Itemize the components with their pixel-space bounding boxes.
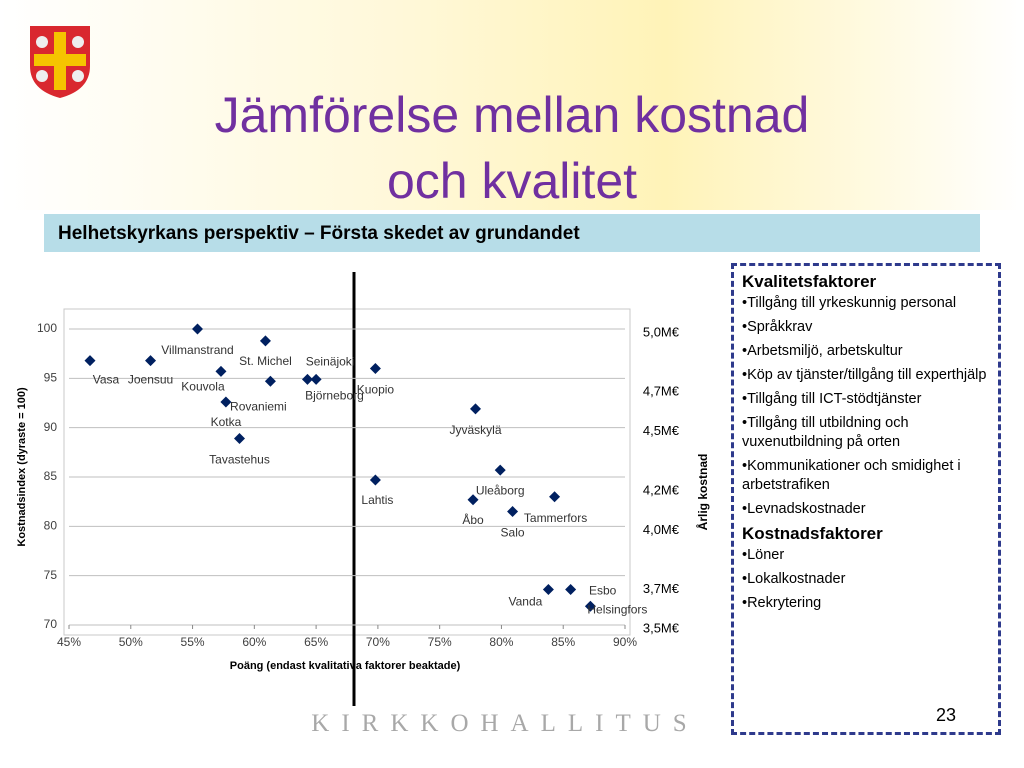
x-tick-label: 90% <box>613 635 637 649</box>
y2-tick-label: 4,5M€ <box>643 423 680 438</box>
point-label: Villmanstrand <box>161 343 233 357</box>
point-label: Kotka <box>211 415 242 429</box>
point <box>369 474 381 486</box>
subtitle: Helhetskyrkans perspektiv – Första skede… <box>44 214 980 252</box>
page-number: 23 <box>936 705 957 725</box>
bullet-item: •Kommunikationer och smidighet i arbetst… <box>742 458 961 493</box>
point <box>264 375 276 387</box>
point-label: Vanda <box>508 595 542 609</box>
point <box>310 373 322 385</box>
bullet-item: •Arbetsmiljö, arbetskultur <box>742 343 903 359</box>
y-tick-label: 80 <box>44 519 58 533</box>
point-label: Joensuu <box>128 373 173 387</box>
point-label: Jyväskylä <box>449 423 501 437</box>
point-label: Kuopio <box>357 383 395 397</box>
point <box>259 335 271 347</box>
y-tick-label: 100 <box>37 321 57 335</box>
point-label: Salo <box>501 526 525 540</box>
point <box>469 403 481 415</box>
y-axis-label: Kostnadsindex (dyraste = 100) <box>16 387 28 547</box>
bullet-item: •Tillgång till ICT-stödtjänster <box>742 391 922 407</box>
point-label: Åbo <box>462 512 484 527</box>
logo <box>30 26 90 98</box>
y2-tick-label: 4,2M€ <box>643 482 680 497</box>
point <box>234 433 246 445</box>
point <box>84 355 96 367</box>
point <box>467 494 479 506</box>
y-tick-label: 85 <box>44 469 58 483</box>
brand: KIRKKOHALLITUS <box>311 710 699 737</box>
y2-tick-label: 3,7M€ <box>643 581 680 596</box>
x-tick-label: 45% <box>57 635 81 649</box>
point-label: Tammerfors <box>524 511 587 525</box>
point <box>215 365 227 377</box>
point <box>191 323 203 335</box>
point-label: St. Michel <box>239 354 292 368</box>
plot-frame <box>63 308 631 636</box>
bullet-item: •Tillgång till utbildning och vuxenutbil… <box>742 415 909 450</box>
x-tick-label: 55% <box>181 635 205 649</box>
point-label: Vasa <box>93 373 120 387</box>
y2-axis-label: Årlig kostnad <box>695 454 710 531</box>
point-label: Tavastehus <box>209 453 270 467</box>
x-tick-label: 70% <box>366 635 390 649</box>
y2-tick-label: 5,0M€ <box>643 324 680 339</box>
bullet-item: •Språkkrav <box>742 319 813 335</box>
title: Jämförelse mellan kostnad och kvalitet <box>0 82 1024 214</box>
point-label: Helsingfors <box>587 602 647 616</box>
x-tick-label: 50% <box>119 635 143 649</box>
point <box>549 491 561 503</box>
y2-tick-label: 3,5M€ <box>643 620 680 635</box>
point-label: Esbo <box>589 584 617 598</box>
point <box>542 583 554 595</box>
point-label: Uleåborg <box>476 483 525 497</box>
bullet-item: •Tillgång till yrkeskunnig personal <box>742 295 957 311</box>
title-line: Jämförelse mellan kostnad <box>214 87 810 143</box>
x-tick-label: 60% <box>242 635 266 649</box>
point-label: Rovaniemi <box>230 399 287 413</box>
point <box>565 583 577 595</box>
y-tick-label: 95 <box>44 371 58 385</box>
bullet-item: •Rekrytering <box>742 595 822 611</box>
chart: 70 75 80 85 90 95 100 45% 50% 55% 60% 65% 70% 75% 80% 8… <box>16 272 710 706</box>
bullet-item: •Löner <box>742 547 785 563</box>
x-tick-label: 80% <box>489 635 513 649</box>
section-heading: Kostnadsfaktorer <box>742 524 883 543</box>
y-tick-label: 70 <box>44 617 58 631</box>
point <box>301 373 313 385</box>
point <box>584 600 596 612</box>
x-axis-label: Poäng (endast kvalitativa faktorer beakt… <box>230 660 461 672</box>
bullet-item: •Lokalkostnader <box>742 571 846 587</box>
bullet-item: •Levnadskostnader <box>742 501 866 517</box>
point-label: Lahtis <box>361 493 393 507</box>
point <box>145 355 157 367</box>
point <box>507 506 519 518</box>
x-tick-label: 75% <box>428 635 452 649</box>
x-tick-label: 65% <box>304 635 328 649</box>
point-label: Björneborg <box>305 388 364 402</box>
bullet-item: •Köp av tjänster/tillgång till experthjä… <box>742 367 987 383</box>
y2-tick-label: 4,7M€ <box>643 384 680 399</box>
point-label: Kouvola <box>181 380 225 394</box>
sidebar: Kvalitetsfaktorer •Tillgång till yrkeskun… <box>731 263 1001 735</box>
x-tick-label: 85% <box>551 635 575 649</box>
y-tick-label: 75 <box>44 568 58 582</box>
title-line: och kvalitet <box>386 153 638 209</box>
point <box>220 396 232 408</box>
point <box>369 362 381 374</box>
y2-tick-label: 4,0M€ <box>643 522 680 537</box>
point <box>494 464 506 476</box>
point-label: Seinäjoki <box>306 354 355 368</box>
y-tick-label: 90 <box>44 420 58 434</box>
section-heading: Kvalitetsfaktorer <box>742 272 877 291</box>
